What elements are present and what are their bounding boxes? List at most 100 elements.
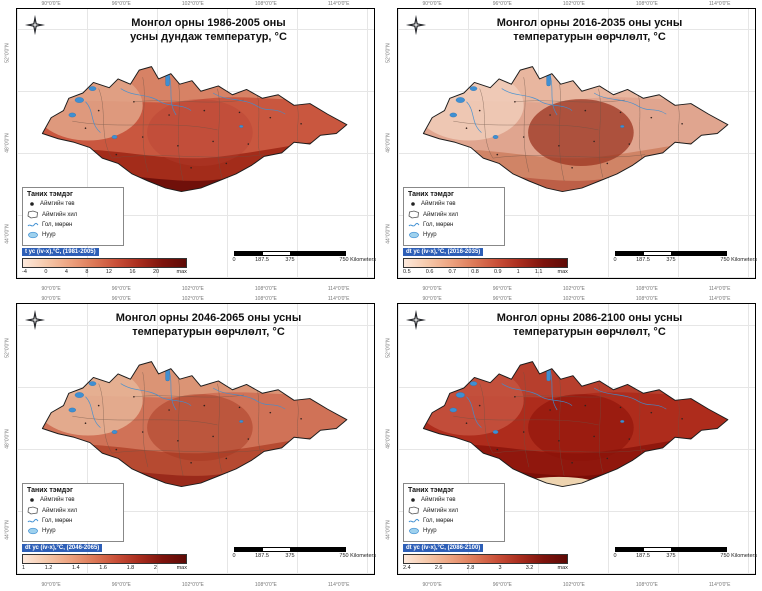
graticule-label: 44°0'0"N bbox=[385, 519, 392, 540]
graticule-label: 114°0'0"E bbox=[708, 286, 731, 292]
colorbar: dt ус (iv-x),°С, (2016-2035) 0.5 0.6 0.7 0.… bbox=[403, 240, 568, 275]
map-panel-2016-2035: 90°0'0"E 96°0'0"E 102°0'0"E 108°0'0"E 114°0'… bbox=[381, 0, 762, 295]
graticule-label: 90°0'0"E bbox=[422, 286, 442, 292]
legend-item-label: Гол, мөрөн bbox=[42, 222, 73, 228]
legend-item: Аймгийн хил bbox=[408, 506, 500, 515]
legend-items: Аймгийн төв Аймгийн хил Гол, мөрөн Нуур bbox=[27, 496, 119, 535]
mongolia-map-svg bbox=[41, 66, 348, 193]
legend-box: Таних тэмдэг Аймгийн төв Аймгийн хил Гол, … bbox=[403, 187, 505, 246]
colorbar-tick: 0.8 bbox=[471, 269, 479, 275]
colorbar-tick: 0.9 bbox=[493, 269, 502, 275]
legend-item-label: Аймгийн хил bbox=[423, 507, 459, 514]
boundary-polygon-icon bbox=[27, 210, 38, 219]
graticule-label: 96°0'0"E bbox=[111, 296, 131, 302]
colorbar-tick: 2.8 bbox=[466, 565, 475, 571]
colorbar-tick: 1.8 bbox=[126, 565, 135, 571]
colorbar-tick: 0.7 bbox=[448, 269, 457, 275]
legend-item: Аймгийн хил bbox=[27, 506, 119, 515]
colorbar-tick: 0.5 bbox=[403, 269, 411, 275]
colorbar-tick: 12 bbox=[105, 269, 112, 275]
graticule-label: 90°0'0"E bbox=[41, 286, 61, 292]
scalebar-tick: 375 bbox=[666, 553, 676, 559]
legend-title: Таних тэмдэг bbox=[408, 487, 454, 494]
legend-items: Аймгийн төв Аймгийн хил Гол, мөрөн Нуур bbox=[27, 200, 119, 239]
legend-item: Нуур bbox=[408, 527, 500, 535]
graticule-label: 102°0'0"E bbox=[181, 1, 204, 7]
colorbar-label: dt ус (iv-x),°С, (2016-2035) bbox=[403, 248, 484, 256]
colorbar-tick: 3.2 bbox=[525, 565, 534, 571]
legend-item-label: Аймгийн хил bbox=[42, 507, 78, 514]
river-line-icon bbox=[27, 518, 39, 523]
graticule-label: 90°0'0"E bbox=[41, 296, 61, 302]
graticule-label: 114°0'0"E bbox=[708, 582, 731, 588]
map-panel-1986-2005: 90°0'0"E 96°0'0"E 102°0'0"E 108°0'0"E 114°0'… bbox=[0, 0, 381, 295]
legend-item-label: Аймгийн төв bbox=[421, 201, 456, 207]
colorbar: dt ус (iv-x),°С, (2086-2100) 2.4 2.6 2.8 3 3… bbox=[403, 536, 568, 571]
graticule-labels-top: 90°0'0"E 96°0'0"E 102°0'0"E 108°0'0"E 114°0'… bbox=[397, 1, 756, 7]
graticule-label: 114°0'0"E bbox=[327, 1, 350, 7]
scalebar-bar bbox=[615, 251, 727, 256]
colorbar-tick: max bbox=[176, 565, 187, 571]
graticule-label: 108°0'0"E bbox=[635, 582, 658, 588]
graticule-label: 102°0'0"E bbox=[181, 296, 204, 302]
graticule-label: 52°0'0"N bbox=[4, 43, 11, 63]
graticule-label: 90°0'0"E bbox=[41, 582, 61, 588]
map-panel-2086-2100: 90°0'0"E 96°0'0"E 102°0'0"E 108°0'0"E 114°0'… bbox=[381, 295, 762, 591]
graticule-labels-left: 52°0'0"N 48°0'0"N 44°0'0"N bbox=[0, 303, 15, 575]
legend-box: Таних тэмдэг Аймгийн төв Аймгийн хил Гол, … bbox=[403, 483, 505, 542]
scalebar-tick: 0 bbox=[613, 553, 617, 559]
graticule-label: 114°0'0"E bbox=[327, 582, 350, 588]
graticule-label: 90°0'0"E bbox=[422, 296, 442, 302]
scalebar: 0 187.5 375 750 Kilometers bbox=[232, 547, 376, 562]
graticule-label: 52°0'0"N bbox=[385, 338, 392, 359]
graticule-label: 44°0'0"N bbox=[4, 224, 11, 244]
graticule-label: 48°0'0"N bbox=[385, 133, 392, 154]
graticule-label: 96°0'0"E bbox=[492, 582, 512, 588]
colorbar-tick: 1.2 bbox=[44, 565, 53, 571]
town-dot-icon bbox=[411, 202, 415, 206]
graticule-label: 114°0'0"E bbox=[327, 296, 350, 302]
graticule-label: 44°0'0"N bbox=[4, 519, 11, 540]
scalebar-tick: 750 Kilometers bbox=[339, 553, 377, 559]
colorbar-tick: 20 bbox=[152, 269, 160, 275]
graticule-label: 90°0'0"E bbox=[41, 1, 61, 7]
colorbar-ticks: 0.5 0.6 0.7 0.8 0.9 1 1.1 max bbox=[403, 269, 568, 275]
graticule-label: 102°0'0"E bbox=[562, 1, 585, 7]
graticule-labels-top: 90°0'0"E 96°0'0"E 102°0'0"E 108°0'0"E 114°0'… bbox=[16, 1, 375, 7]
scalebar-ticks: 0 187.5 375 750 Kilometers bbox=[232, 553, 376, 562]
map-title-line2: температурын өөрчлөлт, °С bbox=[513, 31, 666, 44]
river-line-icon bbox=[408, 222, 420, 227]
map-frame: Монгол орны 2016-2035 оны усны температу… bbox=[397, 8, 757, 279]
colorbar-tick: max bbox=[176, 269, 187, 275]
legend-item-label: Нуур bbox=[42, 528, 56, 534]
scalebar-tick: 375 bbox=[666, 257, 676, 263]
scalebar-bar bbox=[234, 251, 346, 256]
graticule-label: 108°0'0"E bbox=[254, 582, 277, 588]
legend-item: Аймгийн хил bbox=[27, 210, 119, 219]
legend-box: Таних тэмдэг Аймгийн төв Аймгийн хил Гол, … bbox=[22, 483, 124, 542]
colorbar: dt ус (iv-x),°С, (2046-2065) 1 1.2 1.4 1.6 1… bbox=[22, 536, 187, 571]
map-title: Монгол орны 1986-2005 оны усны дундаж те… bbox=[53, 16, 364, 45]
colorbar: t ус (iv-x),°С, (1981-2005) -4 0 4 8 12 16 20 m… bbox=[22, 240, 187, 275]
graticule-label: 108°0'0"E bbox=[635, 1, 658, 7]
map-title-line1: Монгол орны 2016-2035 оны усны bbox=[496, 17, 683, 29]
scalebar: 0 187.5 375 750 Kilometers bbox=[613, 251, 757, 266]
colorbar-label: dt ус (iv-x),°С, (2046-2065) bbox=[22, 544, 103, 552]
legend-item: Гол, мөрөн bbox=[27, 517, 119, 525]
colorbar-gradient bbox=[22, 554, 187, 564]
colorbar-tick: max bbox=[557, 565, 568, 571]
legend-item: Аймгийн төв bbox=[27, 200, 119, 208]
graticule-label: 44°0'0"N bbox=[385, 224, 392, 244]
graticule-labels-bottom: 90°0'0"E 96°0'0"E 102°0'0"E 108°0'0"E 114°0'… bbox=[16, 286, 375, 292]
colorbar-tick: 1 bbox=[516, 269, 520, 275]
colorbar-tick: -4 bbox=[22, 269, 27, 275]
colorbar-tick: 16 bbox=[129, 269, 136, 275]
scalebar-tick: 0 bbox=[232, 257, 236, 263]
graticule-labels-top: 90°0'0"E 96°0'0"E 102°0'0"E 108°0'0"E 114°0'… bbox=[397, 296, 756, 302]
graticule-label: 102°0'0"E bbox=[181, 582, 204, 588]
graticule-label: 96°0'0"E bbox=[492, 286, 512, 292]
scalebar-tick: 750 Kilometers bbox=[339, 257, 377, 263]
map-frame: Монгол орны 2046-2065 оны усны температу… bbox=[16, 303, 376, 575]
legend-item: Гол, мөрөн bbox=[408, 221, 500, 229]
